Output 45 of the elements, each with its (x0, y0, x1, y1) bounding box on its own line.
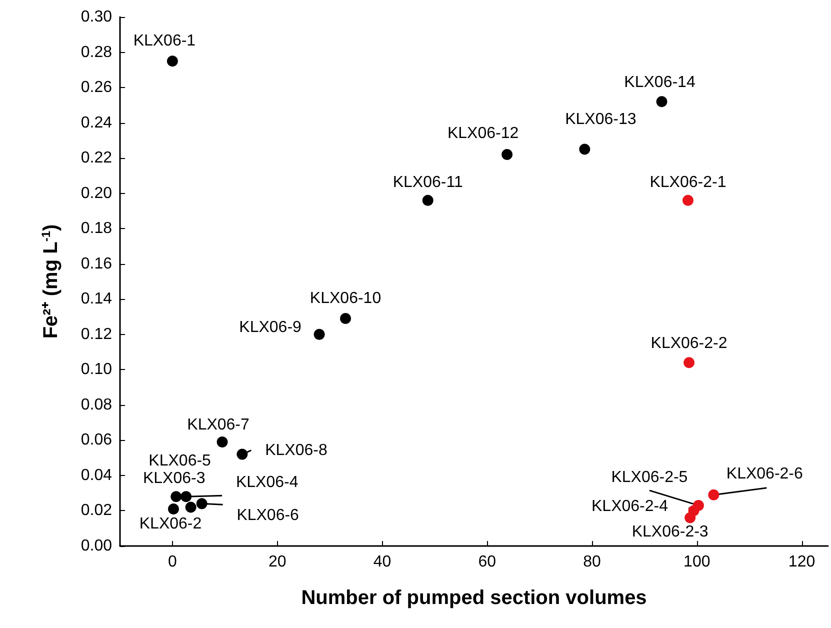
annotation: KLX06-12 (447, 125, 519, 142)
annotation: KLX06-2 (139, 515, 202, 532)
annotation: KLX06-2-3 (632, 523, 708, 540)
annotation: KLX06-13 (565, 110, 636, 128)
annotation: KLX06-2-5 (611, 468, 688, 486)
annotation: KLX06-6 (236, 507, 300, 524)
x-tick-label: 100 (684, 554, 710, 570)
y-tick-label: 0.14 (80, 290, 112, 308)
annotation: KLX06-2-1 (650, 174, 726, 191)
annotation: KLX06-7 (187, 416, 250, 434)
annotation: KLX06-4 (236, 474, 298, 492)
x-tick-label: 0 (168, 554, 177, 570)
annotation: KLX06-11 (392, 174, 463, 191)
y-tick-label: 0.26 (80, 79, 112, 96)
y-tick-label: 0.08 (80, 396, 112, 414)
annotation: KLX06-3 (142, 470, 206, 488)
y-axis-title: Fe²⁺ (mg L-1) (39, 224, 62, 339)
y-tick-label: 0.00 (80, 538, 112, 554)
y-tick-label: 0.24 (80, 114, 112, 132)
annotation: KLX06-10 (310, 290, 382, 308)
y-tick-label: 0.12 (80, 326, 112, 343)
y-tick-label: 0.28 (80, 44, 112, 61)
x-tick-label: 20 (268, 554, 286, 570)
annotation: KLX06-2-6 (726, 465, 804, 482)
annotation: KLX06-5 (148, 452, 212, 470)
x-tick-label: 60 (478, 554, 496, 570)
x-tick-label: 80 (583, 554, 601, 570)
y-tick-label: 0.18 (80, 220, 112, 238)
annotation: KLX06-1 (133, 32, 196, 50)
y-tick-label: 0.06 (80, 432, 112, 449)
x-tick-label: 120 (788, 554, 816, 570)
y-tick-label: 0.02 (80, 502, 112, 520)
y-tick-label: 0.22 (80, 150, 112, 167)
annotation: KLX06-14 (624, 74, 696, 92)
annotation: KLX06-8 (265, 442, 328, 459)
annotation: KLX06-2-4 (591, 498, 668, 516)
annotation: KLX06-2-2 (650, 335, 728, 352)
x-axis-title: Number of pumped section volumes (301, 587, 647, 609)
y-tick-label: 0.20 (80, 184, 112, 202)
y-tick-label: 0.04 (80, 466, 112, 484)
y-tick-label: 0.10 (80, 361, 112, 378)
x-tick-label: 40 (373, 554, 392, 570)
annotation: KLX06-9 (239, 318, 302, 336)
y-tick-label: 0.16 (80, 255, 112, 272)
y-tick-label: 0.30 (80, 8, 112, 26)
